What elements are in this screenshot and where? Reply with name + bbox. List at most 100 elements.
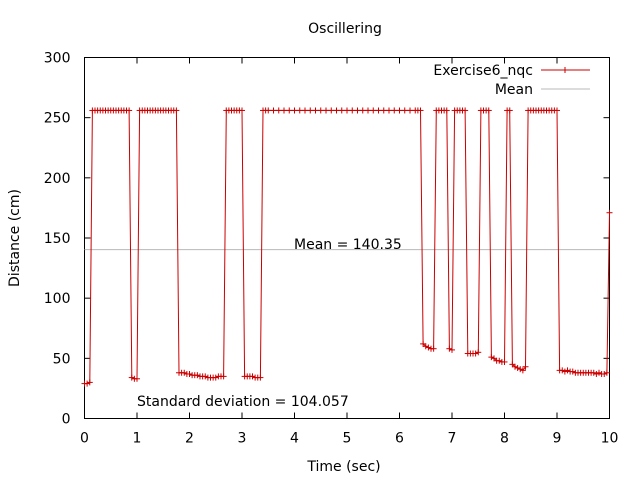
chart-title: Oscillering [308,21,382,37]
data-point [84,380,91,387]
data-point [173,107,180,114]
data-point [281,107,287,114]
data-point [396,107,403,114]
data-point [375,107,382,114]
legend: Exercise6_nqc Mean [433,63,590,98]
x-tick-label: 5 [343,431,352,447]
data-point [401,107,408,114]
data-point [181,369,188,376]
data-point [590,369,597,376]
data-point [601,370,608,377]
y-tick-label: 250 [44,111,71,127]
data-point [417,107,424,114]
data-point [603,369,610,376]
legend-marker [562,67,568,73]
stddev-annotation: Standard deviation = 104.057 [137,394,349,410]
data-point [317,107,324,114]
data-point [328,107,335,114]
data-point [569,368,576,375]
data-point [380,107,387,114]
data-point [302,107,308,114]
x-axis: 0 1 2 3 4 5 6 7 8 9 10 [80,57,619,447]
data-point [338,107,345,114]
data-point [496,357,503,364]
data-point [446,345,453,352]
series-layer [81,107,613,387]
data-point [522,363,529,370]
y-axis: 0 50 100 150 200 250 300 [44,51,610,428]
data-point [462,107,469,114]
data-point [407,107,413,114]
data-point [239,107,245,114]
data-point [606,209,613,216]
data-point [286,107,293,114]
data-point [275,107,282,114]
data-point [501,358,508,365]
x-tick-label: 2 [185,431,194,447]
data-point [220,373,227,380]
y-tick-label: 150 [44,231,71,247]
data-point [517,366,524,373]
data-point [488,354,495,361]
data-point [370,107,377,114]
y-tick-label: 0 [62,412,71,428]
data-point [344,107,350,114]
x-tick-label: 10 [601,431,619,447]
data-point [485,107,492,114]
data-point [506,107,513,114]
data-point [359,107,366,114]
data-point [265,107,272,114]
data-point [249,373,256,380]
legend-markers [562,67,568,73]
data-point [596,369,602,376]
data-point [422,343,429,350]
data-point [386,107,392,114]
x-tick-label: 1 [133,431,142,447]
x-axis-label: Time (sec) [306,459,380,475]
x-tick-label: 3 [238,431,247,447]
data-point [554,107,560,114]
data-point [564,367,571,374]
data-point [291,107,298,114]
data-point [257,374,264,381]
legend-label-series: Exercise6_nqc [433,63,533,79]
data-point [270,107,277,114]
data-point [186,370,193,377]
data-point [391,107,398,114]
y-tick-label: 200 [44,171,71,187]
data-point [365,107,371,114]
data-point [512,363,518,370]
y-tick-label: 50 [53,351,71,367]
data-point [312,107,319,114]
data-point [307,107,314,114]
x-tick-label: 9 [553,431,562,447]
x-tick-label: 7 [448,431,457,447]
x-tick-label: 8 [500,431,509,447]
data-point [354,107,361,114]
data-point [296,107,303,114]
data-point [443,107,450,114]
data-point [86,379,93,386]
data-point [126,107,133,114]
data-point [472,350,479,357]
data-point [430,345,437,352]
data-point [349,107,356,114]
legend-label-mean: Mean [495,82,533,98]
data-point [514,364,521,371]
data-point [561,368,568,375]
mean-annotation: Mean = 140.35 [294,237,402,253]
data-point [323,107,329,114]
data-point [449,346,455,353]
x-tick-label: 6 [395,431,404,447]
data-point [519,367,526,374]
x-tick-label: 4 [290,431,299,447]
y-tick-label: 100 [44,291,71,307]
data-point [134,375,140,382]
y-tick-label: 300 [44,51,71,67]
data-point [475,349,482,356]
data-point [593,370,600,377]
data-point [202,373,209,380]
x-tick-label: 0 [80,431,89,447]
data-point [559,367,566,374]
